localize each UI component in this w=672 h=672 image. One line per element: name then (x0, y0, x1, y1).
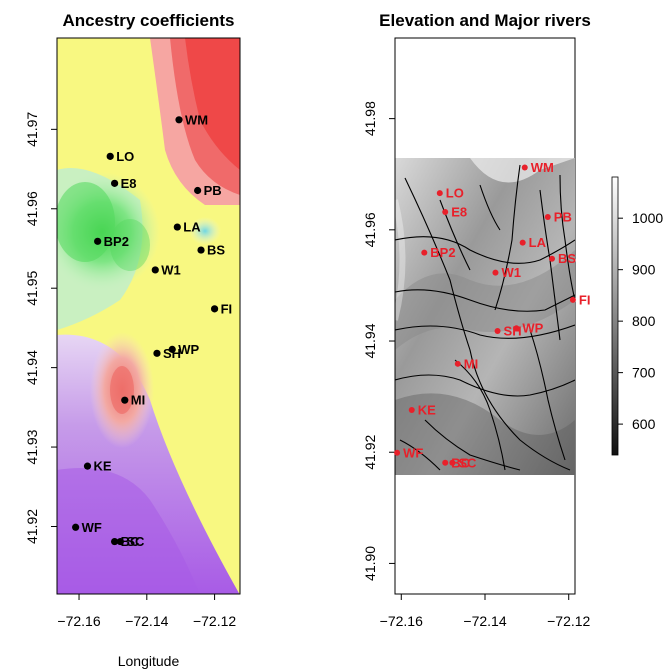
colorbar-tick-label: 800 (632, 313, 656, 329)
sample-label-bs: BS (207, 243, 225, 258)
sample-point-wm (175, 116, 183, 124)
sample-point-e8 (442, 209, 449, 216)
y-tick-label: 41.94 (362, 323, 378, 358)
sample-point-bp2 (421, 249, 428, 256)
sample-label-w1: W1 (501, 265, 520, 280)
sample-label-ke: KE (418, 402, 436, 417)
sample-point-wp (513, 325, 520, 332)
colorbar-tick-label: 1000 (632, 210, 663, 226)
sample-point-sh (494, 328, 501, 335)
sample-point-ke (408, 406, 415, 413)
left-panel: Ancestry coefficients −72.16 −72.14 −72.12 4… (24, 11, 236, 669)
y-tick-label: 41.92 (24, 509, 40, 544)
right-panel: Elevation and Major rivers −72.16 −72.14 −7… (362, 11, 591, 629)
colorbar-tick-label: 900 (632, 262, 656, 278)
sample-point-wp (168, 345, 176, 353)
sample-point-sc (449, 459, 456, 466)
sample-point-e8 (111, 179, 119, 187)
y-tick-label: 41.97 (24, 112, 40, 147)
sample-label-mi: MI (131, 393, 145, 408)
x-tick-label: −72.14 (125, 613, 168, 629)
sample-point-fi (210, 305, 219, 313)
sample-label-pb: PB (554, 210, 572, 225)
sample-point-bs (548, 255, 555, 262)
colorbar (611, 176, 619, 456)
y-tick-label: 41.90 (362, 546, 378, 581)
sample-point-la (173, 223, 181, 231)
sample-label-fi: FI (579, 292, 591, 307)
sample-label-bc: BC (121, 534, 140, 549)
x-tick-label: −72.16 (57, 613, 100, 629)
sample-point-mi (121, 396, 129, 404)
chart-title: Elevation and Major rivers (379, 11, 591, 30)
sample-label-wf: WF (403, 445, 423, 460)
sample-point-sc (116, 537, 124, 546)
sample-label-wm: WM (531, 160, 554, 175)
sample-label-lo: LO (116, 149, 134, 164)
y-tick-label: 41.96 (24, 191, 40, 226)
chart-title: Ancestry coefficients (63, 11, 235, 30)
sample-point-wf (394, 449, 401, 456)
sample-label-la: LA (183, 220, 201, 235)
sample-point-la (519, 239, 526, 246)
sample-label-wp: WP (522, 321, 543, 336)
sample-point-pb (544, 214, 551, 221)
x-tick-label: −72.16 (380, 613, 423, 629)
x-tick-label: −72.12 (547, 613, 590, 629)
y-tick-label: 41.94 (24, 350, 40, 385)
x-tick-label: −72.14 (463, 613, 506, 629)
sample-label-lo: LO (446, 186, 464, 201)
sample-point-bp2 (94, 237, 102, 245)
sample-label-bp2: BP2 (430, 245, 455, 260)
sample-label-w1: W1 (161, 262, 181, 277)
sample-label-wp: WP (178, 342, 199, 357)
x-axis-label: Longitude (118, 653, 180, 669)
ancestry-surface (57, 38, 240, 594)
sample-point-bc (442, 459, 449, 466)
sample-point-wf (72, 523, 80, 531)
sample-label-e8: E8 (451, 205, 467, 220)
sample-label-sc: SC (458, 455, 477, 470)
sample-point-lo (436, 190, 443, 197)
y-tick-label: 41.98 (362, 101, 378, 136)
sample-label-pb: PB (204, 183, 222, 198)
sample-label-bs: BS (558, 251, 576, 266)
y-tick-label: 41.96 (362, 212, 378, 247)
sample-label-wf: WF (82, 520, 102, 535)
sample-label-ke: KE (94, 459, 112, 474)
sample-point-ke (83, 462, 92, 470)
y-tick-label: 41.92 (362, 434, 378, 469)
elevation-raster (395, 158, 575, 475)
sample-point-w1 (492, 269, 499, 276)
sample-point-bc (111, 537, 119, 546)
river-lines (395, 164, 575, 471)
colorbar-tick-label: 600 (632, 416, 656, 432)
sample-label-bp2: BP2 (104, 234, 129, 249)
sample-label-e8: E8 (121, 176, 137, 191)
x-tick-label: −72.12 (193, 613, 236, 629)
sample-point-pb (194, 186, 202, 195)
sample-point-sh (153, 349, 161, 357)
sample-point-wm (521, 164, 528, 171)
sample-label-bc: BC (451, 455, 470, 470)
sample-label-fi: FI (221, 301, 233, 316)
sample-point-mi (454, 360, 461, 367)
y-tick-label: 41.93 (24, 429, 40, 464)
y-tick-label: 41.95 (24, 270, 40, 305)
sample-label-sh: SH (504, 324, 522, 339)
sample-label-sh: SH (163, 346, 181, 361)
sample-label-wm: WM (185, 112, 208, 127)
sample-point-w1 (151, 266, 159, 274)
colorbar-tick-label: 700 (632, 365, 656, 381)
sample-point-lo (106, 152, 114, 160)
sample-label-sc: SC (126, 534, 145, 549)
sample-point-bs (197, 246, 205, 254)
sample-point-fi (569, 296, 576, 303)
sample-label-mi: MI (464, 356, 478, 371)
sample-label-la: LA (529, 235, 547, 250)
colorbar-axis: 600 700 800 900 1000 (618, 210, 663, 432)
